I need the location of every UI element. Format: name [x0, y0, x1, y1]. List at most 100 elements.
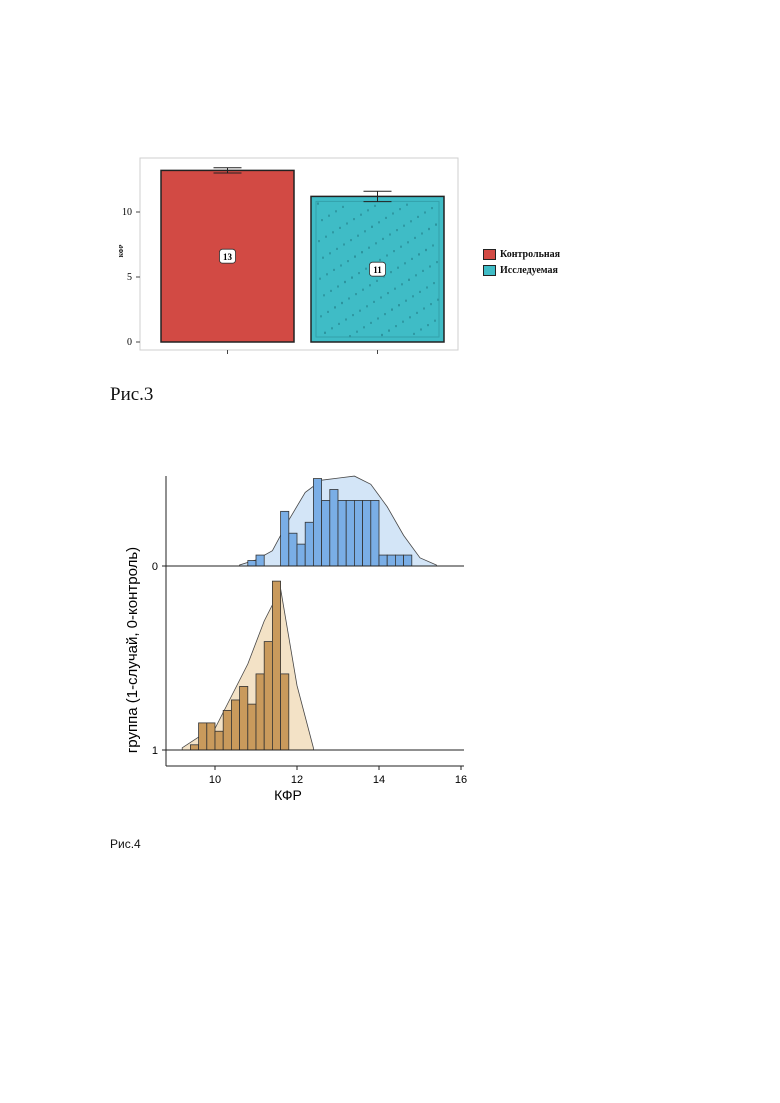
data-label-box: [219, 248, 236, 264]
bar-texture-dot: [426, 286, 428, 289]
legend-label-study: Исследуемая: [500, 264, 558, 276]
bar-texture-dot: [323, 294, 325, 297]
bar-texture-dot: [433, 282, 435, 285]
bar-texture-dot: [406, 203, 408, 206]
bar-texture-dot: [403, 224, 405, 227]
bar-texture-dot: [329, 252, 331, 255]
bar-texture-dot: [333, 269, 335, 271]
bar-texture-dot: [344, 281, 346, 284]
bar-texture-dot: [388, 329, 390, 332]
bar-texture-dot: [383, 275, 385, 278]
bar-texture-dot: [400, 245, 402, 248]
bar-texture-dot: [385, 217, 387, 219]
bar-texture-dot: [404, 262, 406, 265]
bar-texture-dot: [427, 324, 429, 327]
bar-texture-dot: [409, 316, 411, 319]
bar-texture-dot: [360, 213, 362, 216]
bar-texture-dot: [368, 246, 370, 249]
bar-texture-dot: [425, 249, 427, 252]
bar-texture-dot: [325, 235, 327, 238]
legend-swatch-study: [483, 264, 496, 276]
histogram-bar-group-1: [198, 722, 208, 751]
bar-texture-dot: [371, 226, 373, 228]
histogram-bar-group-0: [394, 554, 404, 567]
bar-texture-dot: [402, 320, 404, 323]
bar-texture-dot: [381, 334, 383, 337]
bar-texture-dot: [350, 239, 352, 242]
bar-texture-dot: [375, 242, 377, 245]
x-tick-label: 16: [455, 774, 467, 786]
bar-texture-dot: [417, 216, 419, 218]
histogram-bar-group-1: [247, 703, 257, 751]
bar-texture-dot: [362, 288, 364, 291]
bar-texture-dot: [379, 259, 381, 261]
bar-texture-dot: [319, 277, 321, 280]
bar-texture-dot: [334, 306, 336, 309]
bar-texture-dot: [341, 302, 343, 305]
legend-item-control: Контрольная: [483, 246, 560, 262]
histogram-bar-group-1: [222, 709, 232, 751]
histogram-bar-group-1: [230, 699, 240, 751]
y-axis-label: группа (1-случай, 0-контроль): [124, 547, 141, 753]
histogram-bar-group-0: [403, 554, 413, 567]
bar-texture-dot: [351, 276, 353, 279]
bar-texture-dot: [384, 313, 386, 316]
bar-texture-dot: [410, 220, 412, 223]
bar-texture-dot: [365, 267, 367, 270]
bar-texture-dot: [428, 228, 430, 231]
bar-texture-dot: [338, 323, 340, 325]
bar-texture-dot: [421, 232, 423, 235]
figure4-caption: Рис.4: [110, 837, 141, 851]
legend-item-study: Исследуемая: [483, 262, 560, 278]
bar-texture-dot: [367, 209, 369, 212]
bar-texture-dot: [430, 303, 432, 306]
bar-texture-dot: [418, 253, 420, 256]
bar-texture-dot: [395, 325, 397, 328]
bar-texture-dot: [419, 291, 421, 293]
histogram-bar-group-0: [353, 500, 363, 567]
x-tick-label: 14: [373, 774, 385, 786]
histogram-bar-group-1: [271, 580, 281, 751]
bar-texture-dot: [391, 308, 393, 311]
bar-texture-dot: [343, 243, 345, 246]
bar-texture-dot: [414, 237, 416, 239]
histogram-bar-group-1: [214, 730, 224, 751]
bar-texture-dot: [390, 271, 392, 274]
bar-texture-dot: [420, 328, 422, 331]
histogram-bar-group-0: [296, 543, 306, 567]
bar-texture-dot: [434, 319, 436, 322]
bar-texture-dot: [376, 280, 378, 282]
bar-texture-dot: [324, 332, 326, 334]
histogram-bar-group-1: [255, 673, 265, 751]
figure3-caption: Рис.3: [110, 384, 154, 405]
bar-texture-dot: [322, 256, 324, 259]
bar-texture-dot: [389, 233, 391, 236]
bar-texture-dot: [380, 296, 382, 299]
bar-texture-dot: [416, 312, 418, 314]
bar-texture-dot: [353, 218, 355, 221]
bar-texture-dot: [437, 298, 439, 301]
bar-texture-dot: [356, 330, 358, 333]
histogram-bar-group-0: [378, 554, 388, 567]
bar-texture-dot: [352, 314, 354, 317]
bar-texture-dot: [337, 285, 339, 288]
bar-texture-dot: [327, 311, 329, 313]
bar-texture-dot: [396, 229, 398, 232]
histogram-bar-group-0: [386, 554, 396, 567]
x-axis-label: КФР: [274, 787, 302, 803]
bar-texture-dot: [335, 210, 337, 213]
bar-texture-dot: [348, 297, 350, 300]
bar-texture-dot: [369, 284, 371, 287]
y-tick-label: 10: [122, 207, 132, 218]
bar-texture-dot: [397, 266, 399, 269]
figure4-distribution-chart: 0 1 10 12 14 16 КФР группа (1-случай, 0-кон…: [124, 475, 467, 803]
bar-texture-dot: [326, 273, 328, 276]
bar-texture-dot: [387, 292, 389, 295]
y-tick-label: 0: [127, 337, 132, 348]
histogram-bar-group-0: [304, 521, 314, 567]
bar-texture-dot: [407, 241, 409, 244]
bar-texture-dot: [377, 317, 379, 320]
bar-texture-dot: [364, 230, 366, 233]
y-tick-label: 5: [127, 272, 132, 283]
histogram-bar-group-0: [312, 478, 322, 567]
